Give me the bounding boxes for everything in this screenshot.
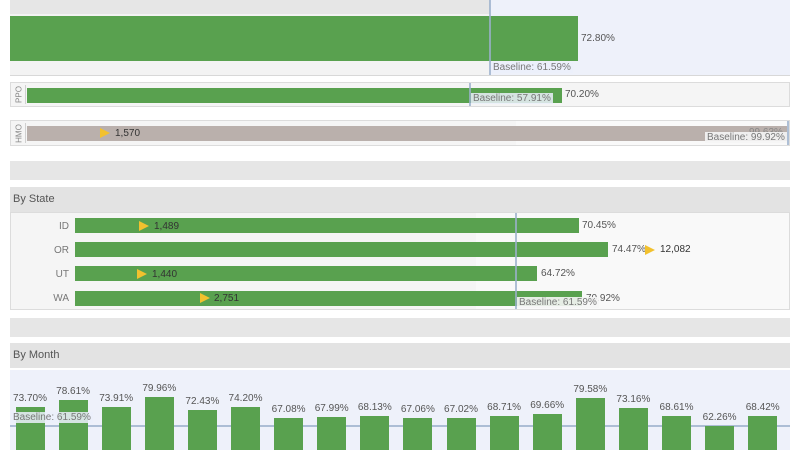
state-baseline-line [515,213,517,309]
by-state-header: By State [10,187,790,212]
overall-panel: 72.80% Baseline: 61.59% [10,0,790,76]
month-baseline-line [10,425,790,427]
month-bar[interactable] [446,418,476,450]
month-bar[interactable] [317,416,347,450]
state-value-id: 70.45% [582,220,616,231]
state-baseline-label: Baseline: 61.59% [517,297,599,308]
month-bar[interactable] [101,407,131,450]
month-bar[interactable] [489,415,519,450]
state-count-wa: 2,751 [214,293,240,304]
state-count-id: 1,489 [154,221,180,232]
month-value-label: 73.91% [99,393,134,405]
month-value-label: 67.08% [271,404,306,416]
plan-baseline-line-hmo [787,121,789,145]
overall-baseline-label: Baseline: 61.59% [491,62,573,73]
month-value-label: 68.71% [487,401,522,413]
plan-row-hmo: HMO 1,570 99.63% Baseline: 99.92% [10,120,790,146]
month-value-label: 62.26% [702,412,737,423]
state-label-wa: WA [53,293,69,304]
month-value-label: 68.42% [745,402,780,414]
state-label-ut: UT [55,269,69,280]
state-count-marker-id [139,221,149,231]
month-bar[interactable] [748,416,778,450]
plan-divider-hmo [25,123,26,143]
state-bar-ut[interactable] [75,266,537,281]
month-bar[interactable] [58,399,88,450]
state-count-ut: 1,440 [152,269,178,280]
by-month-title: By Month [13,349,60,361]
overall-baseline-line [489,0,491,75]
plan-baseline-label-hmo: Baseline: 99.92% [705,132,787,143]
overall-value-label: 72.80% [581,33,615,44]
state-value-or: 74.47% [612,244,646,255]
month-value-label: 68.61% [659,401,694,413]
month-bar[interactable] [187,409,217,450]
by-state-panel: ID 1,489 70.45% OR 74.47% 12,082 UT 1,44… [10,212,790,310]
plan-baseline-line-ppo [469,83,471,106]
month-value-label: 69.66% [530,400,565,411]
month-bar[interactable] [662,415,691,450]
plan-row-ppo: PPO 70.20% Baseline: 57.91% [10,82,790,107]
state-count-marker-ut [137,269,147,279]
plan-divider-ppo [25,85,26,104]
month-bar[interactable] [403,418,433,450]
state-count-marker-wa [200,293,210,303]
state-value-wa: 70.92% [586,293,620,304]
month-value-label: 79.58% [573,383,608,395]
month-value-label: 67.06% [400,404,435,416]
month-bar[interactable] [575,397,605,450]
overall-bar[interactable] [10,16,578,61]
spacer-2 [10,318,790,337]
month-bar[interactable] [274,418,304,450]
plan-label-hmo: HMO [14,124,24,143]
state-label-or: OR [54,245,69,256]
month-bar[interactable] [705,426,735,450]
month-value-label: 78.61% [56,385,91,397]
plan-count-hmo: 1,570 [115,128,141,139]
plan-value-ppo: 70.20% [565,89,599,100]
month-value-label: 73.70% [13,393,47,405]
month-value-label: 68.13% [357,402,392,414]
by-month-panel: Baseline: 61.59% 73.70% 78.61% 73.91% 79.96… [10,370,790,450]
spacer-1 [10,161,790,180]
month-bar[interactable] [532,414,562,450]
month-bar[interactable] [360,416,390,450]
month-value-label: 67.99% [314,402,349,414]
month-value-label: 74.20% [228,392,263,404]
month-baseline-label: Baseline: 61.59% [11,412,93,423]
by-month-header: By Month [10,343,790,368]
month-value-label: 72.43% [185,395,220,407]
plan-count-marker-hmo [100,128,110,138]
state-value-ut: 64.72% [541,268,575,279]
month-value-label: 67.02% [444,404,478,416]
state-count-or: 12,082 [660,244,691,255]
month-value-label: 73.16% [616,394,651,406]
state-count-marker-or [645,245,655,255]
plan-bar-hmo[interactable] [27,126,787,141]
by-state-title: By State [13,193,55,205]
month-bar[interactable] [231,406,260,450]
plan-baseline-label-ppo: Baseline: 57.91% [471,93,553,104]
plan-bar-ppo[interactable] [27,88,562,103]
month-bar[interactable] [144,397,174,450]
month-bar[interactable] [618,408,648,450]
month-value-label: 79.96% [142,383,177,395]
state-bar-wa[interactable] [75,291,582,306]
state-label-id: ID [59,221,69,232]
state-bar-or[interactable] [75,242,608,257]
state-bar-id[interactable] [75,218,579,233]
plan-label-ppo: PPO [14,86,24,103]
